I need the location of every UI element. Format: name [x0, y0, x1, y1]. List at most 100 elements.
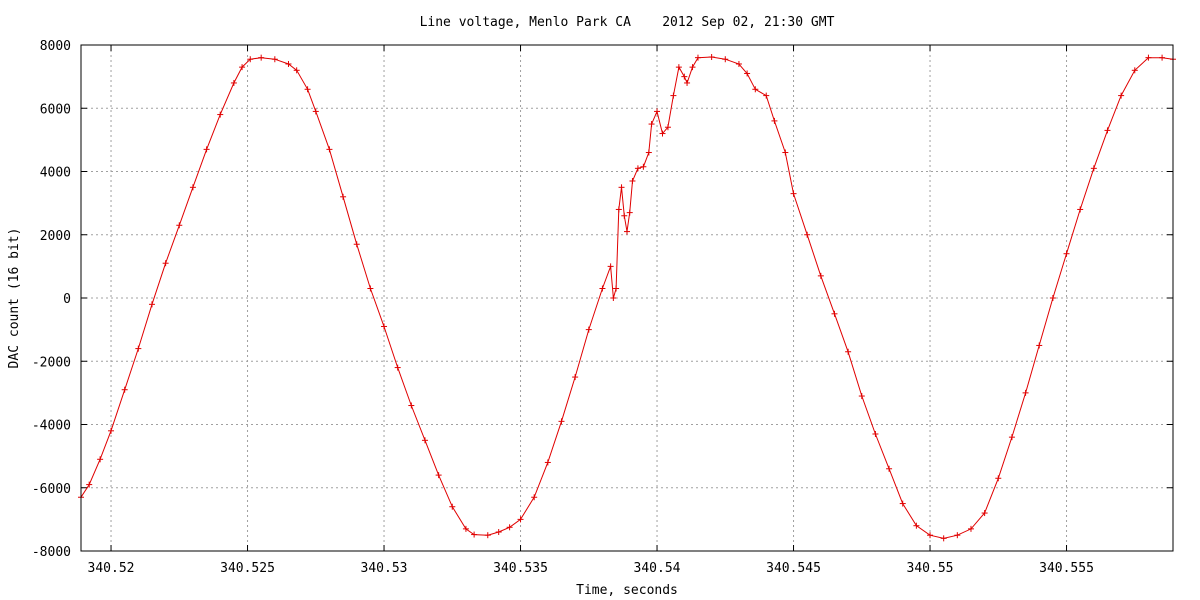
data-point-marker	[271, 56, 278, 63]
data-point-marker	[624, 228, 630, 235]
data-point-marker	[899, 500, 906, 507]
data-point-marker	[135, 345, 142, 352]
data-point-marker	[782, 149, 789, 156]
data-point-marker	[304, 86, 311, 93]
data-point-marker	[804, 231, 811, 238]
data-point-marker	[954, 532, 961, 539]
x-tick-label: 340.55	[907, 561, 954, 576]
data-point-marker	[97, 456, 104, 463]
data-point-marker	[121, 386, 128, 393]
data-point-marker	[817, 272, 824, 279]
data-point-marker	[517, 516, 524, 523]
data-point-marker	[484, 532, 491, 539]
data-point-marker	[293, 67, 300, 74]
gridlines	[81, 45, 1173, 551]
plot-frame	[80, 44, 1174, 552]
data-point-marker	[735, 60, 742, 67]
y-tick-label: -6000	[32, 482, 71, 497]
data-point-marker	[558, 418, 565, 425]
data-point-marker	[621, 212, 628, 219]
data-point-marker	[670, 92, 677, 99]
data-point-marker	[831, 310, 838, 317]
data-point-marker	[648, 121, 655, 128]
data-point-marker	[645, 149, 652, 156]
data-point-marker	[1090, 165, 1097, 172]
data-point-marker	[408, 402, 415, 409]
data-point-marker	[967, 525, 974, 532]
data-point-marker	[654, 108, 661, 115]
y-tick-label: 8000	[40, 39, 71, 54]
data-point-marker	[1036, 342, 1043, 349]
data-point-marker	[626, 209, 633, 216]
y-tick-label: -2000	[32, 355, 71, 370]
data-point-marker	[886, 465, 893, 472]
data-point-marker	[1077, 206, 1084, 213]
data-point-marker	[239, 64, 246, 71]
data-point-marker	[544, 459, 551, 466]
data-point-marker	[1145, 54, 1152, 61]
data-point-marker	[995, 475, 1002, 482]
data-point-marker	[1008, 434, 1015, 441]
data-point-marker	[506, 524, 513, 531]
data-point-marker	[618, 184, 625, 191]
data-point-marker	[203, 146, 210, 153]
data-point-marker	[694, 54, 701, 61]
data-point-marker	[610, 295, 617, 301]
data-point-marker	[1159, 54, 1166, 61]
series-group	[78, 54, 1176, 542]
data-point-marker	[940, 535, 947, 542]
x-tick-label: 340.535	[493, 561, 548, 576]
y-tick-label: 2000	[40, 229, 71, 244]
data-point-marker	[367, 285, 374, 292]
data-point-marker	[495, 529, 502, 536]
data-point-marker	[684, 79, 691, 86]
data-point-marker	[312, 108, 319, 115]
data-point-marker	[381, 323, 388, 330]
data-point-marker	[462, 525, 469, 532]
data-point-marker	[629, 177, 636, 184]
data-point-marker	[615, 206, 622, 213]
y-axis-label: DAC count (16 bit)	[7, 228, 22, 369]
data-point-marker	[752, 86, 759, 93]
data-point-marker	[599, 285, 606, 292]
data-point-marker	[258, 54, 265, 61]
x-tick-label: 340.53	[361, 561, 408, 576]
data-point-marker	[531, 494, 538, 501]
data-point-marker	[230, 79, 237, 86]
data-point-marker	[981, 510, 988, 517]
x-tick-labels: 340.52 340.525 340.53 340.535 340.54 340.545 3…	[88, 561, 1094, 576]
data-point-marker	[326, 146, 333, 153]
y-tick-label: 6000	[40, 102, 71, 117]
data-point-marker	[585, 326, 592, 333]
data-point-marker	[1104, 127, 1111, 134]
y-tick-label: 4000	[40, 166, 71, 181]
data-point-marker	[872, 430, 879, 437]
data-point-marker	[845, 348, 852, 355]
x-tick-label: 340.525	[220, 561, 275, 576]
x-tick-label: 340.54	[634, 561, 681, 576]
data-point-marker	[659, 130, 666, 137]
data-point-marker	[763, 92, 770, 99]
data-point-marker	[634, 165, 641, 172]
x-tick-label: 340.545	[766, 561, 821, 576]
data-point-marker	[771, 117, 778, 124]
y-tick-label: -4000	[32, 419, 71, 434]
data-point-marker	[108, 427, 115, 434]
data-point-marker	[640, 163, 647, 170]
data-point-marker	[607, 263, 614, 270]
data-point-marker	[162, 260, 169, 267]
data-point-marker	[394, 364, 401, 371]
data-point-marker	[176, 222, 183, 229]
data-point-marker	[449, 503, 456, 510]
data-point-marker	[722, 56, 729, 63]
data-point-marker	[613, 285, 620, 292]
data-point-marker	[421, 437, 428, 444]
data-point-marker	[744, 70, 751, 77]
data-point-marker	[148, 301, 155, 308]
data-point-marker	[217, 111, 224, 118]
data-point-marker	[681, 73, 688, 80]
data-point-marker	[1131, 67, 1138, 74]
data-point-marker	[913, 522, 920, 529]
data-point-marker	[247, 56, 254, 63]
